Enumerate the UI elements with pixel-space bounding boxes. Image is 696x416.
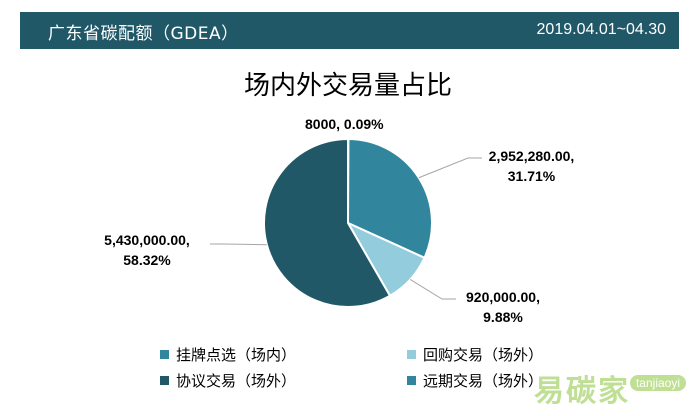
watermark-text-cn: 易碳家 — [533, 374, 630, 409]
data-label-repo-value: 920,000.00, — [466, 289, 540, 305]
header-title: 广东省碳配额（GDEA） — [48, 24, 239, 44]
legend-label-listed: 挂牌点选（场内） — [176, 346, 297, 364]
legend-item-agreement: 协议交易（场外） — [160, 371, 296, 391]
watermark-logo: 易碳家 tanjiaoyi — [534, 366, 686, 410]
leader-line — [409, 279, 456, 300]
legend-swatch-agreement — [160, 376, 169, 385]
legend-item-listed: 挂牌点选（场内） — [160, 345, 296, 365]
legend-label-agreement: 协议交易（场外） — [176, 372, 297, 390]
watermark-text-en: tanjiaoyi — [629, 375, 686, 391]
data-label-repo: 920,000.00, 9.88% — [458, 287, 548, 327]
legend-label-forward: 远期交易（场外） — [423, 372, 544, 390]
data-label-forward-text: 8000, 0.09% — [305, 116, 384, 132]
legend-item-repo: 回购交易（场外） — [407, 345, 543, 365]
data-label-repo-percent: 9.88% — [483, 309, 523, 325]
legend-swatch-listed — [160, 350, 169, 359]
data-label-listed: 2,952,280.00, 31.71% — [484, 146, 579, 186]
header-bar: 广东省碳配额（GDEA） 2019.04.01~04.30 — [20, 12, 679, 49]
data-label-agreement: 5,430,000.00, 58.32% — [97, 230, 197, 270]
leader-line — [418, 157, 482, 179]
slice-listed — [346, 137, 433, 260]
legend-swatch-repo — [407, 350, 416, 359]
data-label-agreement-percent: 58.32% — [123, 252, 171, 268]
data-label-listed-percent: 31.71% — [507, 168, 556, 184]
legend-swatch-forward — [407, 376, 416, 385]
chart-title: 场内外交易量占比 — [243, 71, 452, 101]
leader-line — [210, 243, 267, 246]
date-range: 2019.04.01~04.30 — [536, 21, 666, 38]
legend-label-repo: 回购交易（场外） — [423, 346, 544, 364]
data-label-agreement-value: 5,430,000.00, — [104, 232, 190, 248]
data-label-forward: 8000, 0.09% — [305, 114, 384, 134]
data-label-listed-value: 2,952,280.00, — [488, 148, 575, 164]
slice-agreement — [263, 137, 392, 308]
legend-item-forward: 远期交易（场外） — [407, 371, 543, 391]
